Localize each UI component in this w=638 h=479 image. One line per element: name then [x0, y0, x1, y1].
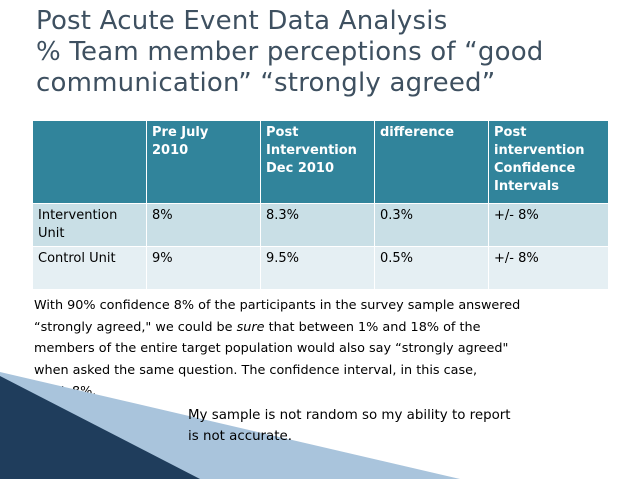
header-cell-empty: [32, 120, 147, 204]
header-text: Intervals: [494, 179, 559, 194]
cell-difference: 0.3%: [374, 203, 489, 247]
sample-caveat: My sample is not random so my ability to…: [188, 405, 608, 447]
wedge-dark: [0, 376, 200, 479]
header-cell-difference: difference: [374, 120, 489, 204]
note-line: when asked the same question. The confid…: [34, 362, 478, 378]
cell-pre: 8%: [146, 203, 261, 247]
title-line-1: Post Acute Event Data Analysis: [36, 6, 448, 36]
table-header: Pre July 2010 Post Intervention Dec 2010…: [32, 120, 609, 204]
header-row: Pre July 2010 Post Intervention Dec 2010…: [32, 120, 609, 204]
header-text: Intervention: [266, 143, 357, 158]
header-cell-confidence-intervals: Post intervention Confidence Intervals: [488, 120, 609, 204]
caveat-line: My sample is not random so my ability to…: [188, 408, 511, 423]
note-emphasis: sure: [236, 319, 265, 335]
cell-pre: 9%: [146, 246, 261, 290]
cell-post: 9.5%: [260, 246, 375, 290]
caveat-line: is not accurate.: [188, 429, 293, 444]
results-table: Pre July 2010 Post Intervention Dec 2010…: [32, 120, 609, 290]
note-text: that between 1% and 18% of the: [264, 319, 481, 335]
decorative-wedge: [0, 372, 460, 479]
cell-ci: +/- 8%: [488, 203, 609, 247]
note-text: “strongly agreed," we could be: [34, 319, 237, 335]
cell-post: 8.3%: [260, 203, 375, 247]
title-line-3: communication” “strongly agreed”: [36, 68, 496, 98]
header-text: Pre July: [152, 125, 209, 140]
header-text: Dec 2010: [266, 161, 335, 176]
note-line: “strongly agreed," we could be sure that…: [34, 317, 624, 339]
cell-ci: +/- 8%: [488, 246, 609, 290]
title-line-2: % Team member perceptions of “good: [36, 37, 544, 67]
table-row: Intervention Unit 8% 8.3% 0.3% +/- 8%: [32, 203, 609, 247]
header-cell-pre-july: Pre July 2010: [146, 120, 261, 204]
header-text: 2010: [152, 143, 189, 158]
header-text: Post: [266, 125, 299, 140]
note-line: members of the entire target population …: [34, 341, 509, 357]
header-text: Confidence: [494, 161, 576, 176]
row-label: Control Unit: [32, 246, 147, 290]
cell-difference: 0.5%: [374, 246, 489, 290]
note-line: With 90% confidence 8% of the participan…: [34, 298, 521, 313]
table-row: Control Unit 9% 9.5% 0.5% +/- 8%: [32, 246, 609, 290]
header-text: intervention: [494, 143, 585, 158]
header-text: difference: [380, 125, 455, 140]
slide-title: Post Acute Event Data Analysis % Team me…: [36, 6, 626, 99]
header-cell-post-intervention: Post Intervention Dec 2010: [260, 120, 375, 204]
row-label: Intervention Unit: [32, 203, 147, 247]
header-text: Post: [494, 125, 527, 140]
